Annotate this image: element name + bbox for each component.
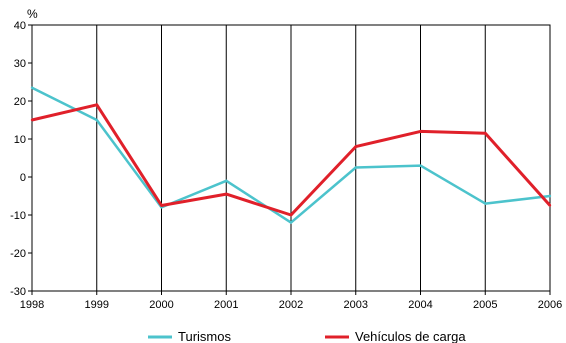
data-point [354, 145, 357, 148]
data-point [548, 194, 552, 198]
data-point [484, 132, 487, 135]
legend: Turismos Vehículos de carga [148, 329, 466, 343]
data-point [419, 164, 422, 167]
x-tick-label: 2001 [214, 299, 238, 311]
data-point [95, 118, 98, 122]
x-tick-label: 2004 [408, 299, 432, 311]
x-tick-label: 2003 [344, 299, 368, 311]
y-tick-label: 0 [20, 172, 26, 184]
data-point [419, 130, 422, 133]
legend-label-1: Turismos [178, 329, 231, 343]
series-lines [30, 86, 552, 224]
data-point [225, 192, 228, 196]
y-tick-label: -20 [10, 248, 26, 260]
y-tick-label: -30 [10, 286, 26, 298]
data-point [225, 179, 228, 182]
data-point [548, 204, 552, 207]
data-point [160, 204, 163, 207]
y-tick-label: 10 [14, 134, 26, 146]
data-point [95, 103, 98, 107]
data-point [354, 166, 357, 169]
data-point [484, 202, 487, 205]
x-tick-label: 2006 [538, 299, 562, 311]
y-tick-label: 30 [14, 58, 26, 70]
y-unit-label: % [27, 7, 38, 21]
vertical-gridlines [96, 25, 486, 291]
legend-label-2: Vehículos de carga [355, 329, 466, 343]
data-point [289, 213, 293, 217]
y-tick-label: 40 [14, 20, 26, 32]
data-point [289, 221, 293, 224]
y-tick-label: -10 [10, 210, 26, 222]
x-tick-label: 1998 [20, 299, 44, 311]
y-tick-label: 20 [14, 96, 26, 108]
x-tick-label: 2000 [149, 299, 173, 311]
y-axis-ticks: 40 30 20 10 0 -10 -20 -30 [10, 20, 32, 298]
x-tick-label: 1999 [85, 299, 109, 311]
data-point [30, 86, 34, 89]
x-axis-ticks: 1998 1999 2000 2001 2002 2003 2004 2005 2006 [20, 291, 562, 311]
data-point [30, 118, 34, 122]
x-tick-label: 2002 [279, 299, 303, 311]
x-tick-label: 2005 [473, 299, 497, 311]
